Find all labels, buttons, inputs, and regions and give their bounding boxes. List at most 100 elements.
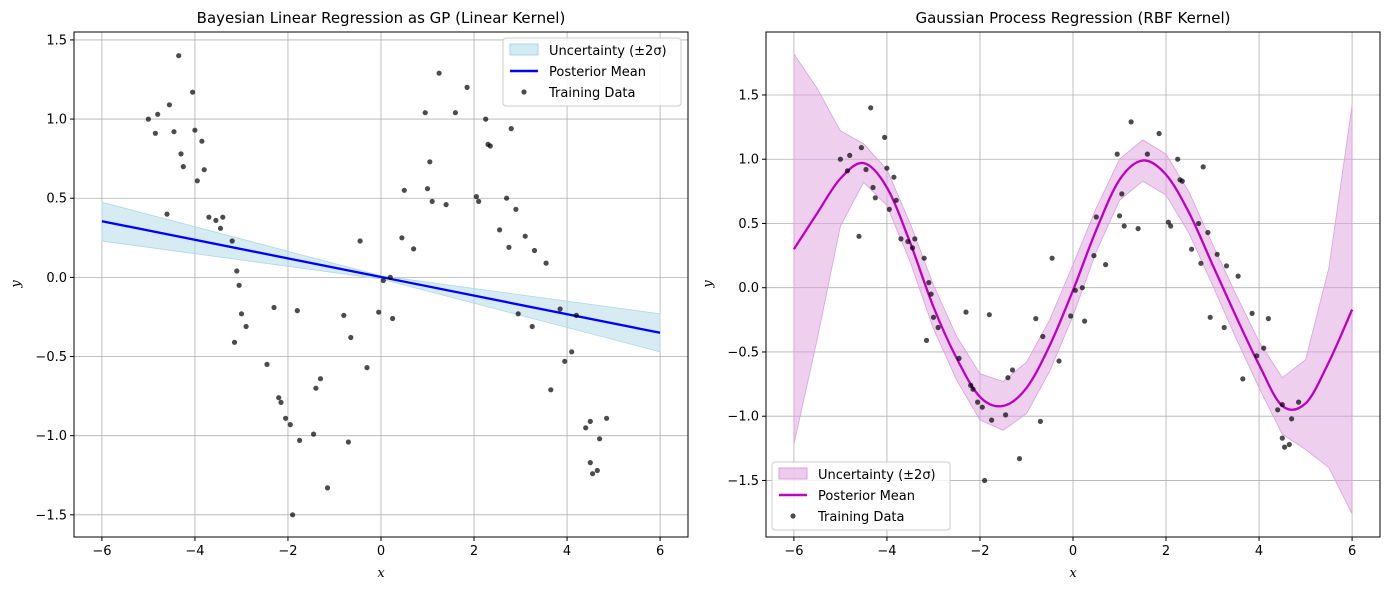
legend-points-label: Training Data bbox=[548, 86, 635, 101]
legend-uncertainty-swatch bbox=[509, 43, 539, 56]
training-data-point bbox=[376, 309, 382, 315]
training-data-point bbox=[1079, 285, 1085, 291]
legend-points-label: Training Data bbox=[817, 510, 904, 525]
training-data-point bbox=[411, 246, 417, 252]
training-data-point bbox=[1221, 324, 1227, 331]
training-data-point bbox=[1275, 407, 1281, 413]
y-tick-label: 0.0 bbox=[738, 281, 759, 296]
training-data-points bbox=[837, 105, 1302, 484]
training-data-point bbox=[863, 166, 869, 173]
legend: Uncertainty (±2σ) Posterior Mean Trainin… bbox=[771, 461, 951, 531]
training-data-point bbox=[963, 309, 969, 315]
training-data-point bbox=[1286, 441, 1292, 448]
training-data-point bbox=[956, 355, 962, 361]
y-tick-label: 1.0 bbox=[738, 153, 759, 168]
training-data-point bbox=[1068, 313, 1074, 319]
training-data-point bbox=[1279, 402, 1285, 408]
posterior-mean-curve bbox=[101, 220, 661, 334]
training-data-point bbox=[1144, 151, 1150, 157]
training-data-point bbox=[311, 431, 317, 437]
training-data-point bbox=[930, 314, 937, 320]
training-data-points bbox=[145, 53, 610, 518]
training-data-point bbox=[390, 315, 396, 322]
legend-box bbox=[771, 461, 951, 531]
training-data-point bbox=[1254, 353, 1260, 359]
y-tick-label: −1.5 bbox=[35, 508, 67, 523]
training-data-point bbox=[287, 422, 293, 428]
training-data-point bbox=[364, 365, 370, 371]
y-tick-label: 0.0 bbox=[46, 271, 67, 286]
training-data-point bbox=[264, 361, 270, 367]
axis-ticks: −6 −4 −2 0 2 4 6 −1.5 −1.0 −0.5 0.0 0.5 1.0 1.5 bbox=[727, 88, 1356, 559]
training-data-point bbox=[345, 439, 351, 445]
training-data-point bbox=[590, 471, 596, 477]
training-data-point bbox=[194, 178, 200, 184]
x-tick-label: 0 bbox=[1069, 544, 1077, 559]
training-data-point bbox=[1196, 220, 1202, 227]
training-data-point bbox=[166, 102, 172, 108]
training-data-point bbox=[401, 187, 407, 193]
training-data-point bbox=[213, 217, 219, 223]
training-data-point bbox=[1121, 223, 1127, 229]
training-data-point bbox=[604, 415, 610, 421]
training-data-point bbox=[317, 376, 324, 382]
training-data-point bbox=[294, 308, 300, 314]
training-data-point bbox=[921, 255, 927, 261]
training-data-point bbox=[898, 236, 904, 242]
training-data-point bbox=[1037, 418, 1043, 424]
training-data-point bbox=[473, 194, 479, 200]
training-data-point bbox=[399, 235, 405, 241]
training-data-point bbox=[548, 387, 554, 393]
training-data-point bbox=[893, 197, 899, 203]
legend-uncertainty-label: Uncertainty (±2σ) bbox=[549, 44, 667, 59]
training-data-point bbox=[573, 312, 580, 318]
x-tick-label: 2 bbox=[470, 544, 478, 559]
x-axis-label: x bbox=[1069, 566, 1077, 581]
training-data-point bbox=[1279, 435, 1285, 441]
x-tick-label: 6 bbox=[656, 544, 664, 559]
training-data-point bbox=[1235, 273, 1241, 279]
training-data-point bbox=[1116, 213, 1123, 219]
training-data-point bbox=[497, 227, 503, 233]
training-data-point bbox=[1214, 251, 1220, 257]
training-data-point bbox=[1168, 223, 1174, 229]
training-data-point bbox=[543, 260, 549, 266]
training-data-point bbox=[515, 311, 521, 317]
training-data-point bbox=[231, 339, 238, 345]
training-data-point bbox=[909, 245, 916, 251]
training-data-point bbox=[847, 152, 853, 158]
training-data-point bbox=[1135, 226, 1141, 232]
y-tick-label: −0.5 bbox=[727, 345, 759, 360]
training-data-point bbox=[583, 425, 589, 431]
training-data-point bbox=[562, 358, 568, 364]
training-data-point bbox=[1093, 214, 1099, 220]
uncertainty-band-area bbox=[793, 52, 1353, 515]
training-data-point bbox=[1282, 444, 1288, 450]
training-data-point bbox=[858, 145, 865, 151]
training-data-point bbox=[229, 238, 235, 244]
training-data-point bbox=[341, 312, 347, 318]
legend-mean-label: Posterior Mean bbox=[549, 65, 646, 80]
x-tick-label: 6 bbox=[1348, 544, 1356, 559]
training-data-point bbox=[1082, 318, 1088, 324]
training-data-point bbox=[429, 198, 435, 204]
training-data-point bbox=[882, 134, 888, 140]
training-data-point bbox=[923, 337, 930, 343]
training-data-point bbox=[297, 437, 303, 443]
training-data-point bbox=[1207, 314, 1213, 320]
training-data-point bbox=[1205, 229, 1211, 236]
y-tick-label: 0.5 bbox=[738, 217, 759, 232]
training-data-point bbox=[504, 195, 510, 201]
training-data-point bbox=[199, 138, 205, 144]
training-data-point bbox=[476, 198, 482, 204]
training-data-point bbox=[979, 404, 985, 410]
legend-uncertainty-swatch bbox=[778, 467, 808, 480]
x-tick-label: 4 bbox=[1255, 544, 1263, 559]
y-axis-label: y bbox=[701, 280, 716, 289]
training-data-point bbox=[1091, 253, 1097, 259]
training-data-point bbox=[1261, 345, 1267, 351]
training-data-point bbox=[986, 312, 992, 318]
training-data-point bbox=[970, 386, 976, 392]
training-data-point bbox=[487, 143, 493, 149]
